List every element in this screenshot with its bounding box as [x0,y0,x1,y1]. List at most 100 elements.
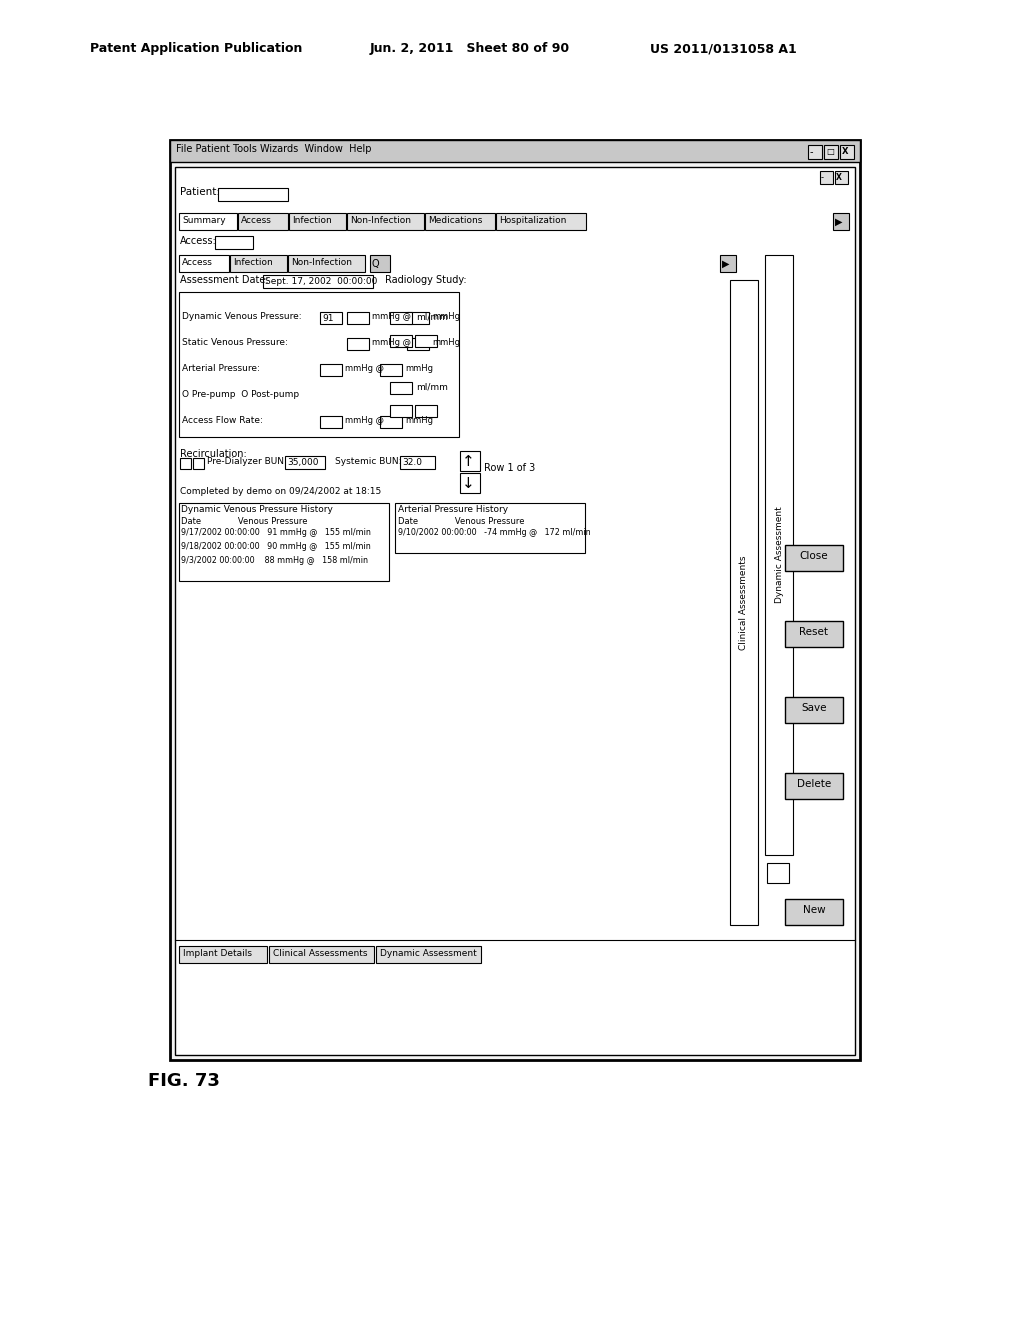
Bar [289,213,346,230]
Bar [380,364,402,376]
Bar [263,275,373,288]
Bar [730,280,758,925]
Text: 9/10/2002 00:00:00   -74 mmHg @   172 ml/min: 9/10/2002 00:00:00 -74 mmHg @ 172 ml/min [398,528,591,537]
Bar [460,451,480,471]
Bar [215,236,253,249]
Bar [785,697,843,723]
Bar [319,312,342,323]
Bar [230,255,287,272]
Bar [390,335,412,347]
Text: mmHg: mmHg [406,416,433,425]
Bar [400,455,435,469]
Bar [319,416,342,428]
Text: Clinical Assessments: Clinical Assessments [739,556,749,651]
Bar [347,338,369,350]
Bar [835,172,848,183]
Text: X: X [842,147,849,156]
Text: Static Venous Pressure:: Static Venous Pressure: [182,338,288,347]
Text: Infection: Infection [233,257,272,267]
Bar [415,405,437,417]
Text: 9/17/2002 00:00:00   91 mmHg @   155 ml/min: 9/17/2002 00:00:00 91 mmHg @ 155 ml/min [181,528,371,537]
Text: Jun. 2, 2011   Sheet 80 of 90: Jun. 2, 2011 Sheet 80 of 90 [370,42,570,55]
Bar [170,140,860,1060]
Text: Patent Application Publication: Patent Application Publication [90,42,302,55]
Bar [785,620,843,647]
Text: File Patient Tools Wizards  Window  Help: File Patient Tools Wizards Window Help [176,144,372,154]
Text: mmHg: mmHg [406,364,433,374]
Text: Date              Venous Pressure: Date Venous Pressure [398,517,524,525]
Bar [218,187,288,201]
Text: Dynamic Assessment: Dynamic Assessment [774,507,783,603]
Bar [179,292,459,437]
Text: mmHg @: mmHg @ [345,364,384,374]
Text: ▶: ▶ [835,216,843,227]
Text: 35,000: 35,000 [287,458,318,467]
Text: Access Flow Rate:: Access Flow Rate: [182,416,263,425]
Bar [390,405,412,417]
Bar [840,145,854,158]
Bar [370,255,390,272]
Text: Clinical Assessments: Clinical Assessments [273,949,368,958]
Bar [179,503,389,581]
Bar [785,899,843,925]
Text: Dynamic Assessment: Dynamic Assessment [380,949,477,958]
Text: □: □ [826,147,834,156]
Bar [376,946,481,964]
Text: -: - [810,147,813,157]
Bar [833,213,849,230]
Text: mmHg @: mmHg @ [372,338,411,347]
Text: Radiology Study:: Radiology Study: [385,275,467,285]
Text: 9/3/2002 00:00:00    88 mmHg @   158 ml/min: 9/3/2002 00:00:00 88 mmHg @ 158 ml/min [181,556,368,565]
Text: Non-Infection: Non-Infection [291,257,352,267]
Text: O Pre-pump  O Post-pump: O Pre-pump O Post-pump [182,389,299,399]
Bar [285,455,325,469]
Bar [720,255,736,272]
Bar [407,338,429,350]
Bar [767,863,790,883]
Bar [193,458,204,469]
Text: Row 1 of 3: Row 1 of 3 [484,463,536,473]
Text: ↑: ↑ [462,454,475,469]
Text: X: X [836,173,842,182]
Bar [415,335,437,347]
Text: Date              Venous Pressure: Date Venous Pressure [181,517,307,525]
Text: Arterial Pressure History: Arterial Pressure History [398,506,508,513]
Text: New: New [803,906,825,915]
Text: Assessment Date:: Assessment Date: [180,275,268,285]
Text: mmHg @: mmHg @ [372,312,411,321]
Bar [425,213,495,230]
Text: Pre-Dialyzer BUN:: Pre-Dialyzer BUN: [207,457,287,466]
Text: Dynamic Venous Pressure History: Dynamic Venous Pressure History [181,506,333,513]
Text: -: - [821,173,824,182]
Bar [179,946,267,964]
Bar [820,172,833,183]
Text: Infection: Infection [292,216,332,224]
Text: Systemic BUN:: Systemic BUN: [335,457,401,466]
Bar [347,213,424,230]
Text: Hospitalization: Hospitalization [499,216,566,224]
Text: mmHg @: mmHg @ [345,416,384,425]
Bar [180,458,191,469]
Text: FIG. 73: FIG. 73 [148,1072,220,1090]
Text: Access:: Access: [180,236,217,246]
Bar [460,473,480,492]
Bar [179,213,237,230]
Text: ml/mm: ml/mm [416,381,447,391]
Bar [269,946,374,964]
Text: 32.0: 32.0 [402,458,422,467]
Bar [395,503,585,553]
Text: US 2011/0131058 A1: US 2011/0131058 A1 [650,42,797,55]
Bar [407,312,429,323]
Bar [380,416,402,428]
Bar [785,774,843,799]
Bar [496,213,586,230]
Text: Non-Infection: Non-Infection [350,216,411,224]
Bar [824,145,838,158]
Text: Access: Access [182,257,213,267]
Text: ↓: ↓ [462,477,475,491]
Bar [390,381,412,393]
Bar [808,145,822,158]
Bar [288,255,365,272]
Text: Patient:: Patient: [180,187,220,197]
Bar [319,364,342,376]
